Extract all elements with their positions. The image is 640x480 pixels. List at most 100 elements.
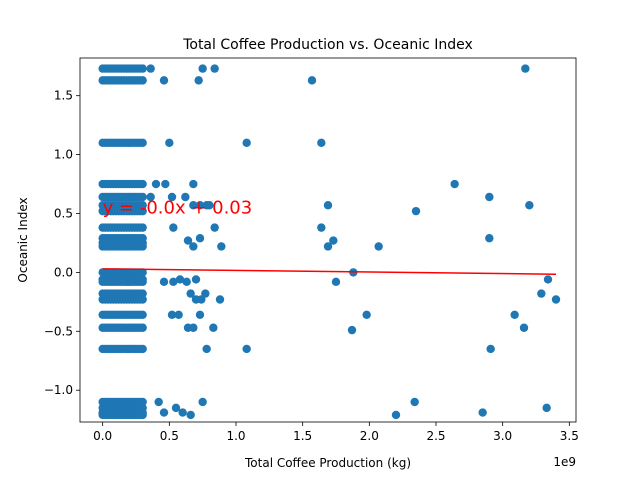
data-point [189, 201, 198, 210]
data-point [189, 242, 198, 251]
data-point [197, 295, 206, 304]
data-point [486, 344, 495, 354]
y-tick-label: −1.0 [44, 383, 73, 397]
data-point [154, 397, 163, 407]
data-point [478, 408, 487, 417]
data-point [323, 242, 333, 251]
data-point [485, 234, 494, 243]
data-point [138, 179, 147, 189]
data-point [138, 64, 147, 73]
data-point [537, 289, 546, 298]
data-point [525, 201, 534, 210]
regression-equation: y = -0.0x + 0.03 [103, 197, 253, 218]
data-point [521, 64, 530, 73]
plot-frame [79, 57, 577, 423]
data-point [191, 275, 201, 284]
data-point [485, 192, 494, 202]
data-point [138, 310, 147, 320]
data-point [159, 408, 169, 417]
data-point [450, 179, 459, 189]
data-point [138, 277, 147, 287]
x-axis-offset-label: 1e9 [553, 455, 576, 469]
data-point [215, 295, 225, 304]
data-point [391, 410, 401, 420]
data-point [167, 310, 177, 320]
chart-title: Total Coffee Production vs. Oceanic Inde… [182, 37, 473, 53]
data-point [138, 344, 147, 354]
data-point [307, 76, 317, 85]
data-point [542, 403, 551, 413]
x-axis-label: Total Coffee Production (kg) [244, 456, 411, 470]
x-tick-label: 3.5 [560, 429, 579, 443]
y-tick-label: 0.5 [54, 206, 73, 220]
data-point [182, 277, 191, 287]
data-point [186, 289, 195, 298]
data-point [169, 277, 178, 287]
scatter-points [98, 64, 561, 420]
data-point [189, 179, 198, 189]
data-point [210, 223, 219, 232]
data-point [181, 192, 190, 202]
data-point [175, 275, 185, 284]
data-point [202, 344, 211, 354]
data-point [138, 76, 147, 85]
data-point [167, 192, 177, 202]
data-point [195, 234, 205, 243]
y-tick-label: −0.5 [44, 324, 73, 338]
data-point [201, 289, 210, 298]
data-point [510, 310, 519, 320]
data-point [543, 275, 553, 284]
data-point [195, 201, 205, 210]
data-point [151, 179, 161, 189]
data-point [138, 206, 147, 216]
x-tick-label: 1.5 [293, 429, 312, 443]
data-point [174, 310, 183, 320]
y-axis-ticks: −1.0 −0.5 0.0 0.5 1.0 1.5 [44, 89, 80, 397]
data-point [138, 295, 147, 304]
x-tick-label: 2.0 [360, 429, 379, 443]
x-axis-ticks: 0.0 0.5 1.0 1.5 2.0 2.5 3.0 3.5 [93, 422, 579, 443]
data-point [323, 201, 333, 210]
data-point [171, 403, 181, 413]
y-tick-label: 1.5 [54, 89, 73, 103]
data-point [146, 192, 155, 202]
x-tick-label: 2.5 [426, 429, 445, 443]
data-point [242, 344, 251, 354]
y-axis-label: Oceanic Index [16, 197, 30, 282]
data-point [209, 323, 218, 332]
data-point [146, 64, 155, 73]
data-point [519, 323, 529, 332]
data-point [138, 410, 147, 420]
data-point [362, 310, 371, 320]
data-point [138, 242, 147, 251]
data-point [161, 179, 170, 189]
data-point [205, 201, 214, 210]
x-tick-label: 1.0 [226, 429, 245, 443]
x-tick-label: 0.0 [93, 429, 112, 443]
data-point [186, 410, 195, 420]
data-point [165, 138, 174, 148]
data-point [198, 64, 207, 73]
x-tick-label: 3.0 [493, 429, 512, 443]
data-point [347, 325, 357, 335]
data-point [551, 295, 561, 304]
y-tick-label: 0.0 [54, 265, 73, 279]
data-point [374, 242, 383, 251]
regression-line [102, 268, 557, 275]
data-point [159, 277, 169, 287]
data-point [331, 277, 341, 287]
data-point [138, 223, 147, 232]
data-point [242, 138, 251, 148]
data-point [194, 76, 203, 85]
data-point [217, 242, 226, 251]
data-point [138, 138, 147, 148]
data-point [138, 323, 147, 332]
x-tick-label: 0.5 [160, 429, 179, 443]
data-point [411, 206, 421, 216]
data-point [410, 397, 419, 407]
data-point [195, 310, 205, 320]
y-tick-label: 1.0 [54, 148, 73, 162]
data-point [329, 236, 338, 245]
data-point [178, 408, 187, 417]
